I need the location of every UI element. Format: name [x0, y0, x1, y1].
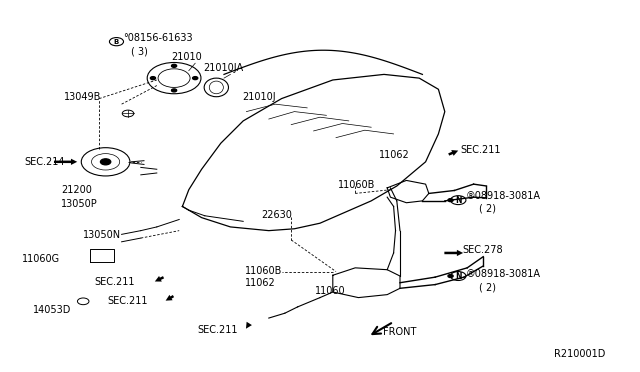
- Text: ( 2): ( 2): [479, 282, 496, 292]
- Text: 21010J: 21010J: [242, 93, 276, 102]
- Text: 11060: 11060: [315, 286, 346, 296]
- Text: N: N: [455, 272, 461, 280]
- Text: 11060G: 11060G: [22, 254, 61, 263]
- Text: ( 3): ( 3): [131, 46, 148, 56]
- Circle shape: [150, 77, 156, 80]
- Circle shape: [193, 77, 198, 80]
- Text: 14053D: 14053D: [33, 305, 72, 314]
- Text: 13050P: 13050P: [61, 199, 97, 209]
- Text: 13050N: 13050N: [83, 230, 122, 240]
- Text: 21010JA: 21010JA: [204, 63, 244, 73]
- Text: SEC.211: SEC.211: [95, 277, 135, 287]
- Text: SEC.278: SEC.278: [462, 245, 502, 255]
- Text: FRONT: FRONT: [383, 327, 416, 337]
- Text: 11060B: 11060B: [244, 266, 282, 276]
- Text: 13049B: 13049B: [64, 93, 101, 102]
- Text: SEC.214: SEC.214: [24, 157, 65, 167]
- Text: 21010: 21010: [172, 52, 202, 61]
- Circle shape: [448, 275, 453, 278]
- Text: B: B: [114, 39, 119, 45]
- Text: ( 2): ( 2): [479, 203, 496, 213]
- Text: SEC.211: SEC.211: [461, 145, 501, 154]
- Text: SEC.211: SEC.211: [108, 296, 148, 306]
- Text: SEC.211: SEC.211: [197, 326, 237, 335]
- Text: 11062: 11062: [379, 151, 410, 160]
- Text: 22630: 22630: [261, 210, 292, 220]
- Circle shape: [172, 89, 177, 92]
- Text: ®08918-3081A: ®08918-3081A: [466, 192, 541, 201]
- Text: 11062: 11062: [244, 279, 275, 288]
- Text: ®08918-3081A: ®08918-3081A: [466, 269, 541, 279]
- Text: 11060B: 11060B: [338, 180, 375, 190]
- Text: °08156-61633: °08156-61633: [123, 33, 193, 43]
- Circle shape: [100, 159, 111, 165]
- Text: R210001D: R210001D: [554, 349, 605, 359]
- Circle shape: [172, 64, 177, 67]
- Circle shape: [448, 199, 453, 202]
- Text: N: N: [455, 196, 461, 205]
- Text: 21200: 21200: [61, 186, 92, 195]
